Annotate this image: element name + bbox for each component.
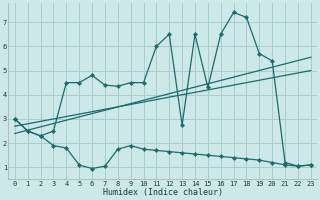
X-axis label: Humidex (Indice chaleur): Humidex (Indice chaleur) xyxy=(103,188,223,197)
